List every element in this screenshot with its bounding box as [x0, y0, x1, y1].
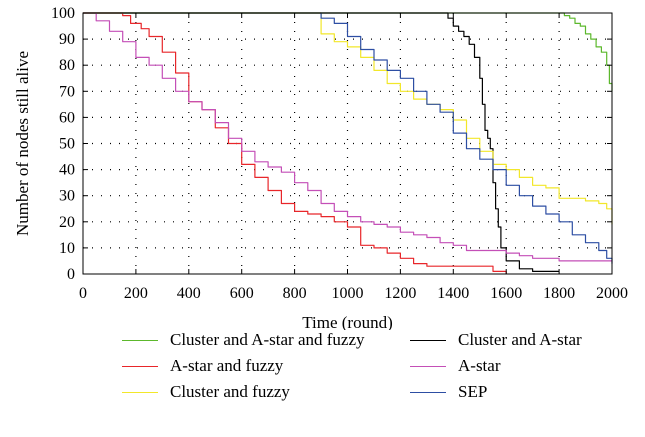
- legend-label: A-star and fuzzy: [170, 356, 284, 375]
- series-lines: [83, 12, 613, 274]
- y-tick-label: 90: [59, 31, 75, 48]
- legend-label: Cluster and A-star: [458, 330, 582, 349]
- legend-item: SEP: [410, 380, 487, 404]
- x-tick-label: 0: [79, 285, 87, 302]
- x-tick-label: 200: [124, 285, 148, 302]
- series-line-2: [83, 12, 560, 272]
- axis-ticks: 0 200 400 600 800 1000 1200 1400 1600 1800 2000 0 10…: [51, 5, 628, 302]
- legend-item: A-star: [410, 354, 500, 378]
- y-tick-label: 0: [67, 266, 75, 283]
- y-tick-label: 30: [59, 188, 75, 205]
- series-line-4: [83, 12, 612, 262]
- y-tick-label: 50: [59, 136, 75, 153]
- x-tick-label: 600: [230, 285, 254, 302]
- legend-item: Cluster and A-star: [410, 328, 582, 352]
- x-tick-label: 1600: [490, 285, 522, 302]
- y-tick-label: 40: [59, 162, 75, 179]
- legend-swatch: [122, 339, 158, 341]
- legend: Cluster and A-star and fuzzy Cluster and …: [0, 328, 645, 433]
- y-tick-label: 20: [59, 214, 75, 231]
- y-axis-title: Number of nodes still alive: [13, 51, 32, 236]
- legend-label: SEP: [458, 382, 488, 401]
- x-tick-label: 1000: [332, 285, 364, 302]
- legend-label: Cluster and A-star and fuzzy: [170, 330, 365, 349]
- legend-item: A-star and fuzzy: [122, 354, 283, 378]
- y-tick-label: 60: [59, 109, 75, 126]
- series-line-6: [83, 12, 613, 264]
- legend-item: Cluster and A-star and fuzzy: [122, 328, 365, 352]
- x-axis-title: Time (round): [302, 313, 393, 330]
- x-tick-label: 1800: [543, 285, 575, 302]
- legend-swatch: [410, 365, 446, 367]
- legend-label: A-star: [458, 356, 501, 375]
- legend-swatch: [122, 365, 158, 367]
- y-tick-label: 80: [59, 57, 75, 74]
- y-tick-label: 100: [51, 5, 75, 22]
- x-tick-label: 1200: [384, 285, 416, 302]
- legend-label: Cluster and fuzzy: [170, 382, 290, 401]
- y-tick-label: 70: [59, 83, 75, 100]
- x-tick-label: 1400: [437, 285, 469, 302]
- legend-swatch: [122, 391, 158, 393]
- x-tick-label: 800: [283, 285, 307, 302]
- legend-swatch: [410, 391, 446, 393]
- legend-item: Cluster and fuzzy: [122, 380, 290, 404]
- series-line-3: [83, 12, 507, 274]
- y-tick-label: 10: [59, 240, 75, 257]
- legend-swatch: [410, 339, 446, 341]
- line-chart: 0 200 400 600 800 1000 1200 1400 1600 1800 2000 0 10…: [13, 5, 628, 330]
- x-tick-label: 2000: [596, 285, 628, 302]
- x-tick-label: 400: [177, 285, 201, 302]
